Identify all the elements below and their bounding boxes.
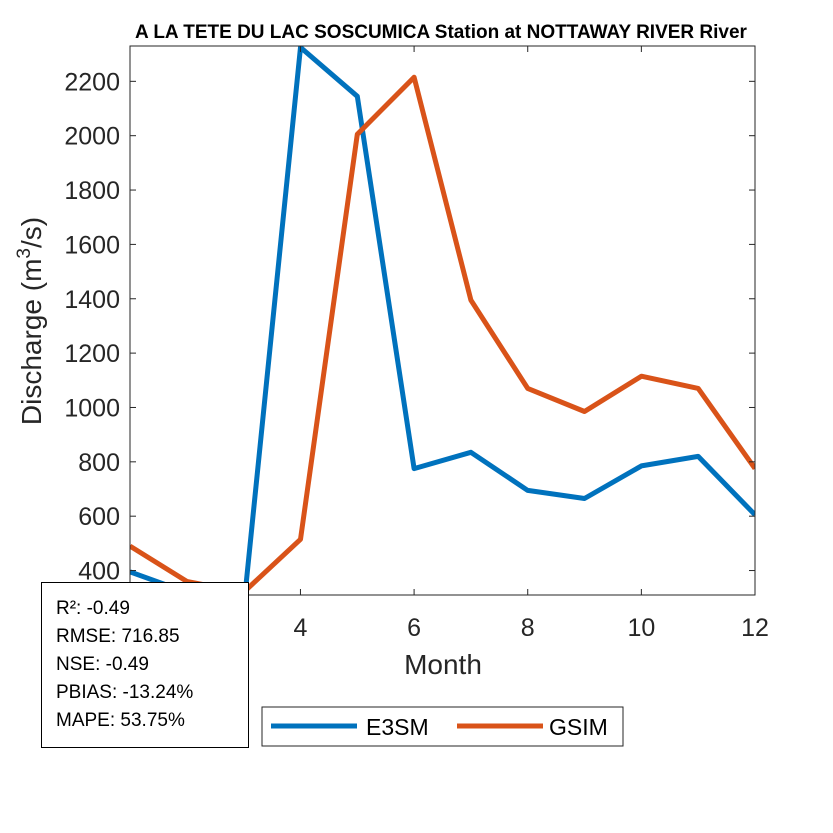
- y-axis-label-main: Discharge (m: [16, 259, 47, 425]
- y-axis-label-tail: /s): [16, 217, 47, 248]
- y-tick-label: 1400: [64, 286, 120, 314]
- y-axis-label-sup: 3: [14, 248, 35, 259]
- stat-mape: MAPE: 53.75%: [56, 710, 185, 731]
- stat-r2: R²: -0.49: [56, 598, 130, 619]
- x-axis-label: Month: [404, 649, 482, 680]
- y-tick-label: 2200: [64, 68, 120, 96]
- y-tick-label: 400: [78, 558, 120, 586]
- stat-rmse: RMSE: 716.85: [56, 626, 180, 647]
- stats-box: R²: -0.49 RMSE: 716.85 NSE: -0.49 PBIAS:…: [41, 582, 249, 748]
- x-axis: 4 6 8 10 12: [294, 46, 769, 642]
- series-line-gsim: [130, 74, 755, 595]
- y-tick-label: 2000: [64, 123, 120, 151]
- x-tick-label: 12: [741, 614, 769, 642]
- series-layer: [130, 46, 755, 595]
- legend-label-e3sm: E3SM: [366, 714, 429, 740]
- x-tick-label: 4: [294, 614, 308, 642]
- y-axis-label: Discharge (m3/s): [14, 217, 47, 425]
- y-tick-label: 1800: [64, 177, 120, 205]
- x-tick-label: 10: [627, 614, 655, 642]
- y-tick-label: 1200: [64, 340, 120, 368]
- x-tick-label: 8: [521, 614, 535, 642]
- chart-title: A LA TETE DU LAC SOSCUMICA Station at NO…: [135, 22, 748, 43]
- series-line-e3sm: [130, 46, 755, 595]
- y-tick-label: 1600: [64, 231, 120, 259]
- legend: E3SM GSIM: [261, 706, 624, 747]
- plot-frame: [129, 45, 756, 596]
- y-tick-label: 600: [78, 503, 120, 531]
- stat-pbias: PBIAS: -13.24%: [56, 682, 194, 703]
- x-tick-label: 6: [407, 614, 421, 642]
- y-tick-label: 1000: [64, 394, 120, 422]
- y-tick-label: 800: [78, 449, 120, 477]
- y-axis: 400 600 800 1000 1200 1400 1600 1800 2000 2200: [64, 68, 755, 586]
- stat-nse: NSE: -0.49: [56, 654, 149, 675]
- legend-label-gsim: GSIM: [549, 714, 608, 740]
